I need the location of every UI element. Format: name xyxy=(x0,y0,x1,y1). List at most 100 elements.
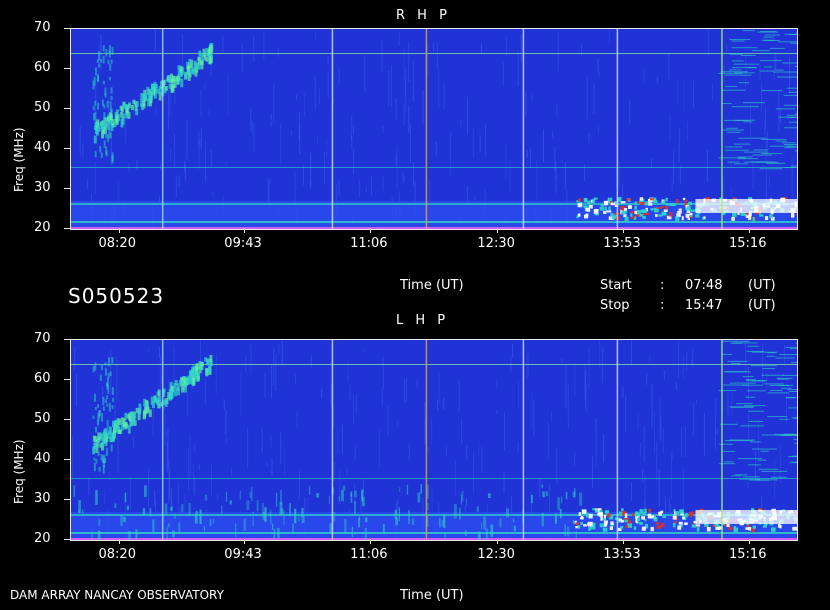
noise-streak xyxy=(477,531,481,540)
noise-streak xyxy=(378,428,380,470)
noise-streak xyxy=(98,519,101,526)
drift-burst xyxy=(128,416,132,422)
noise-streak xyxy=(148,347,150,352)
early-emission xyxy=(106,403,109,407)
peak-emission xyxy=(695,510,797,524)
noise-streak xyxy=(382,126,384,134)
x-tick-label: 12:30 xyxy=(477,236,515,251)
hf-streak xyxy=(737,458,763,460)
start-value: 07:48 xyxy=(685,278,723,293)
late-emission xyxy=(726,524,730,528)
x-tick-mark xyxy=(118,539,120,544)
noise-streak xyxy=(408,105,410,133)
late-emission xyxy=(642,198,645,203)
hf-streak xyxy=(785,396,797,398)
late-emission xyxy=(642,216,646,219)
drift-burst xyxy=(126,414,130,419)
early-emission xyxy=(103,104,106,109)
noise-streak xyxy=(161,374,163,385)
x-tick-label: 09:43 xyxy=(224,547,262,562)
hf-streak xyxy=(794,442,797,444)
noise-streak xyxy=(754,452,756,479)
noise-streak xyxy=(547,422,549,459)
late-emission xyxy=(643,512,647,515)
drift-burst xyxy=(120,417,124,425)
hf-streak xyxy=(724,85,738,87)
hf-streak xyxy=(766,355,776,357)
noise-streak xyxy=(789,57,791,93)
noise-streak xyxy=(169,469,171,499)
late-emission xyxy=(748,526,752,531)
drift-burst xyxy=(183,73,187,80)
late-emission xyxy=(684,522,688,526)
noise-streak xyxy=(592,455,594,488)
late-emission xyxy=(655,521,660,525)
noise-streak xyxy=(247,428,249,469)
noise-streak xyxy=(167,523,170,528)
late-emission xyxy=(620,201,626,204)
noise-streak xyxy=(136,159,138,170)
noise-streak xyxy=(579,492,583,506)
noise-streak xyxy=(574,362,576,397)
hf-streak xyxy=(744,161,768,163)
noise-streak xyxy=(597,58,599,74)
hf-streak xyxy=(734,72,755,74)
hf-streak xyxy=(750,441,761,443)
hf-streak xyxy=(774,69,784,71)
noise-streak xyxy=(412,60,414,102)
drift-burst xyxy=(192,372,196,378)
noise-streak xyxy=(391,64,393,108)
band-26mhz xyxy=(71,514,797,516)
hf-streak xyxy=(724,440,753,442)
noise-streak xyxy=(317,136,319,143)
early-emission xyxy=(102,80,105,85)
drift-burst xyxy=(132,99,136,105)
late-emission xyxy=(685,213,691,218)
early-emission xyxy=(110,444,113,452)
noise-streak xyxy=(476,506,479,512)
noise-streak xyxy=(204,140,206,183)
late-emission xyxy=(751,527,755,533)
noise-streak xyxy=(225,409,227,435)
late-emission xyxy=(635,518,638,523)
late-emission xyxy=(585,208,591,212)
noise-streak xyxy=(303,94,305,117)
noise-streak xyxy=(598,125,600,134)
interference-line xyxy=(721,29,723,229)
noise-streak xyxy=(273,347,275,386)
noise-streak xyxy=(154,29,156,52)
noise-streak xyxy=(676,79,678,105)
late-emission xyxy=(740,212,746,217)
noise-streak xyxy=(280,490,282,505)
early-emission xyxy=(107,362,110,367)
late-emission xyxy=(610,521,614,525)
drift-burst xyxy=(94,436,98,442)
late-emission xyxy=(589,525,592,530)
noise-streak xyxy=(485,528,489,540)
late-emission xyxy=(732,212,737,217)
noise-streak xyxy=(120,514,123,526)
early-emission xyxy=(108,51,111,58)
drift-burst xyxy=(142,411,146,420)
noise-streak xyxy=(264,507,267,522)
late-emission xyxy=(635,513,640,517)
hf-streak xyxy=(788,456,797,458)
hf-streak xyxy=(743,121,753,123)
hf-streak xyxy=(743,476,760,478)
early-emission xyxy=(104,362,107,366)
noise-streak xyxy=(662,427,664,455)
noise-streak xyxy=(358,516,360,520)
x-tick-label: 15:16 xyxy=(729,547,767,562)
hf-streak xyxy=(733,342,758,344)
y-tick-mark xyxy=(64,539,70,540)
late-emission xyxy=(685,513,688,518)
hf-streak xyxy=(757,31,779,33)
noise-streak xyxy=(188,503,191,517)
noise-streak xyxy=(371,175,373,196)
hf-streak xyxy=(745,396,756,398)
noise-streak xyxy=(365,517,368,523)
drift-burst xyxy=(149,93,153,101)
early-emission xyxy=(109,120,112,125)
drift-burst xyxy=(144,403,148,410)
hf-streak xyxy=(769,47,785,49)
